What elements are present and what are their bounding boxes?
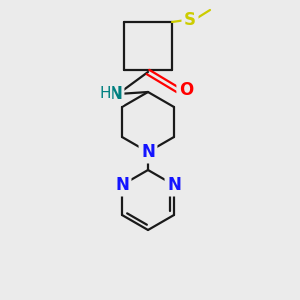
Text: O: O — [179, 81, 193, 99]
Text: N: N — [141, 143, 155, 161]
Text: N: N — [167, 176, 181, 194]
Text: H: H — [99, 85, 111, 100]
Text: N: N — [115, 176, 129, 194]
Text: N: N — [108, 85, 122, 103]
Text: S: S — [184, 11, 196, 29]
